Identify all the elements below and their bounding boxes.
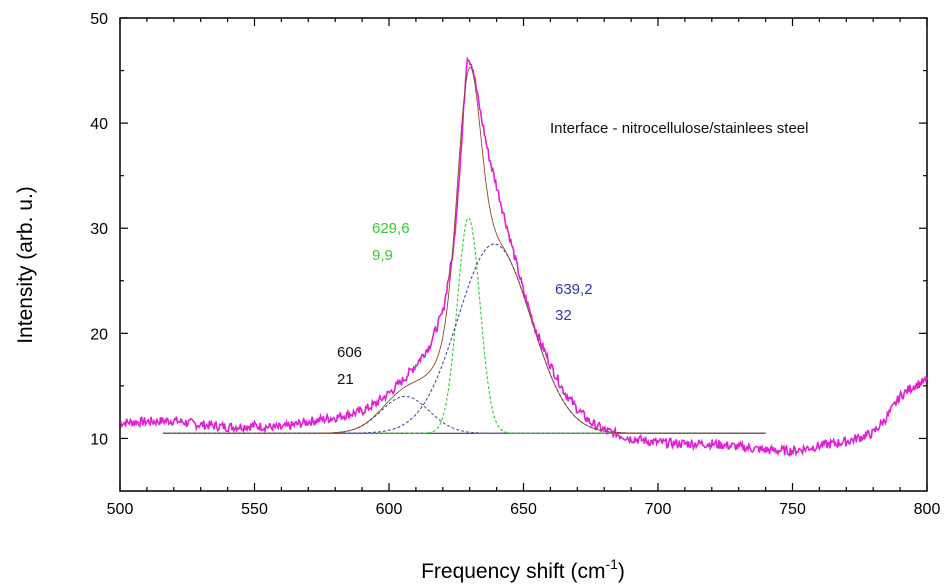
- measured-spectrum: [119, 56, 928, 458]
- labels: Intensity (arb. u.) Frequency shift (cm-…: [14, 120, 808, 583]
- x-tick-label: 700: [645, 501, 672, 518]
- y-axis-title: Intensity (arb. u.): [14, 186, 37, 344]
- x-tick-label: 500: [107, 501, 134, 518]
- plot-frame: [119, 17, 928, 492]
- peak-629-width-label: 9,9: [372, 247, 393, 264]
- peak-606-center-label: 606: [337, 344, 362, 361]
- y-tick-label: 50: [90, 11, 108, 28]
- peak-639-center-label: 639,2: [555, 281, 593, 298]
- axes: 500 550 600 650 700 750 800 10 20 30 40 50: [90, 11, 940, 518]
- y-tick-label: 10: [90, 431, 108, 448]
- chart-annotation: Interface - nitrocellulose/stainlees ste…: [550, 120, 808, 137]
- x-tick-label: 800: [914, 501, 941, 518]
- fit-total-curve: [163, 66, 766, 434]
- y-tick-label: 30: [90, 221, 108, 238]
- x-axis-title-sup: -1: [605, 556, 618, 572]
- x-axis-title-main: Frequency shift (cm: [421, 560, 605, 583]
- x-tick-label: 650: [510, 501, 537, 518]
- y-tick-label: 20: [90, 326, 108, 343]
- y-tick-label: 40: [90, 116, 108, 133]
- x-tick-label: 750: [779, 501, 806, 518]
- x-tick-label: 550: [241, 501, 268, 518]
- x-axis-title-end: ): [618, 560, 625, 583]
- peak-629-curve: [163, 217, 766, 434]
- x-axis-title: Frequency shift (cm-1): [421, 556, 625, 583]
- curves: [119, 56, 928, 458]
- peak-606-width-label: 21: [337, 371, 354, 388]
- peak-639-curve: [163, 243, 766, 434]
- peak-606-curve: [163, 395, 766, 434]
- x-tick-label: 600: [376, 501, 403, 518]
- peak-629-center-label: 629,6: [372, 220, 410, 237]
- peak-639-width-label: 32: [555, 307, 572, 324]
